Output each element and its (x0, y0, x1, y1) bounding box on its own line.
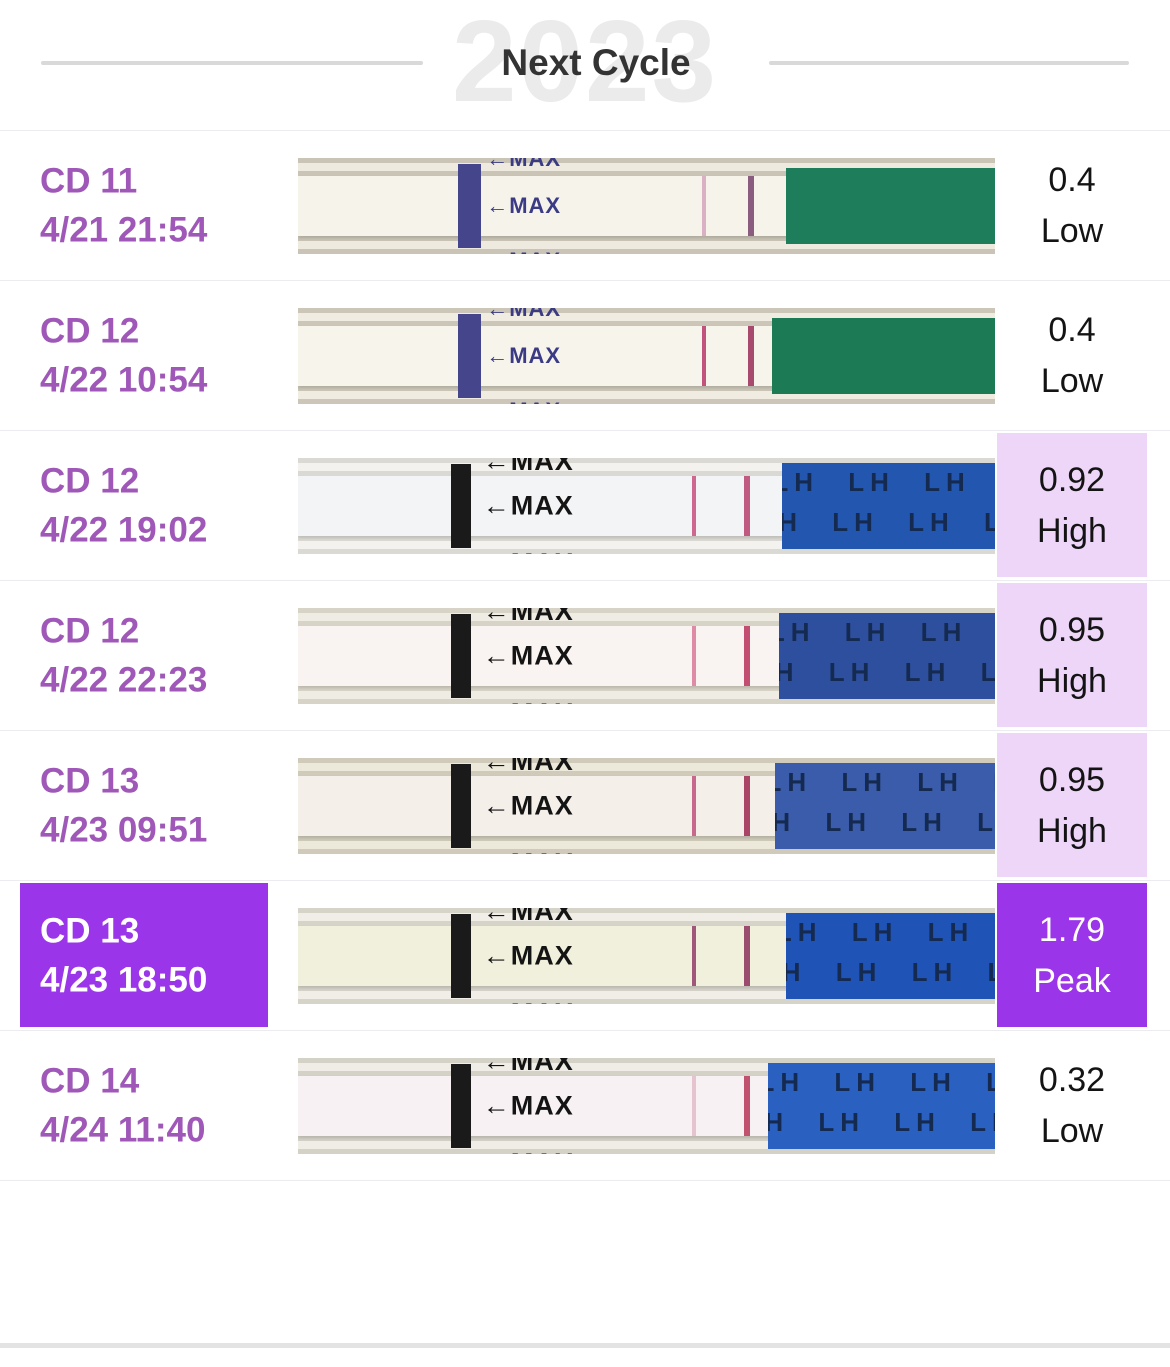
result-badge: 0.4 Low (997, 131, 1147, 280)
lh-level-label: Low (1040, 212, 1104, 250)
divider-line-right (768, 61, 1129, 65)
peak-highlight-panel (20, 883, 268, 1027)
test-entry-row[interactable]: CD 13 4/23 09:51 ←MAX←MAX←MAXLH LH LH LH… (0, 731, 1170, 881)
lh-level-label: High (1037, 511, 1107, 550)
test-entry-row[interactable]: CD 12 4/22 19:02 ←MAX←MAX←MAXLH LH LH LH… (0, 431, 1170, 581)
lh-level-label: High (1037, 811, 1107, 850)
section-title-row: Next Cycle (0, 42, 1170, 84)
test-datetime: 4/22 22:23 (40, 660, 208, 700)
cycle-day-label: CD 13 4/23 18:50 (40, 906, 207, 1005)
cycle-day: CD 14 (40, 1060, 140, 1100)
section-title: Next Cycle (501, 42, 691, 83)
cycle-day-label: CD 14 4/24 11:40 (40, 1056, 205, 1155)
year-watermark: 2023 (451, 0, 719, 126)
lh-level-label: Low (1040, 1112, 1104, 1150)
lh-ratio-value: 0.32 (1038, 1061, 1106, 1099)
lh-ratio-value: 1.79 (1038, 910, 1106, 949)
test-datetime: 4/22 19:02 (40, 510, 208, 550)
test-datetime: 4/24 11:40 (40, 1110, 206, 1150)
test-datetime: 4/21 21:54 (40, 210, 208, 250)
cycle-day: CD 13 (40, 760, 140, 800)
result-badge-high: 0.95 High (997, 583, 1147, 727)
test-datetime: 4/22 10:54 (40, 360, 208, 400)
test-entry-row[interactable]: CD 12 4/22 10:54 ←MAX←MAX←MAX 0.4 Low (0, 281, 1170, 431)
cycle-day: CD 11 (40, 160, 138, 200)
lh-ratio-value: 0.4 (1048, 161, 1096, 199)
test-strip-photo: ←MAX←MAX←MAX (298, 158, 995, 254)
cycle-day-label: CD 12 4/22 19:02 (40, 456, 207, 555)
cycle-day: CD 12 (40, 610, 140, 650)
cycle-day: CD 12 (40, 460, 140, 500)
result-badge: 0.32 Low (997, 1031, 1147, 1180)
divider-line-left (41, 61, 424, 65)
test-entry-row[interactable]: CD 11 4/21 21:54 ←MAX←MAX←MAX 0.4 Low (0, 131, 1170, 281)
cycle-day-label: CD 12 4/22 22:23 (40, 606, 207, 705)
cycle-day: CD 12 (40, 310, 140, 350)
test-entry-row-peak[interactable]: CD 13 4/23 18:50 ←MAX←MAX←MAXLH LH LH LH… (0, 881, 1170, 1031)
lh-level-label: Peak (1033, 961, 1111, 1000)
bottom-divider-bar (0, 1343, 1170, 1348)
cycle-day-label: CD 13 4/23 09:51 (40, 756, 207, 855)
cycle-day-label: CD 11 4/21 21:54 (40, 156, 207, 255)
test-entry-list: CD 11 4/21 21:54 ←MAX←MAX←MAX 0.4 Low CD… (0, 130, 1170, 1181)
test-entry-row[interactable]: CD 12 4/22 22:23 ←MAX←MAX←MAXLH LH LH LH… (0, 581, 1170, 731)
lh-ratio-value: 0.95 (1038, 610, 1106, 649)
test-strip-photo: ←MAX←MAX←MAX (298, 308, 995, 404)
cycle-day: CD 13 (40, 910, 140, 950)
lh-level-label: Low (1040, 362, 1104, 400)
lh-ratio-value: 0.95 (1038, 760, 1106, 799)
section-header: 2023 Next Cycle (0, 0, 1170, 130)
result-badge-high: 0.92 High (997, 433, 1147, 577)
lh-ratio-value: 0.92 (1038, 460, 1106, 499)
result-badge-high: 0.95 High (997, 733, 1147, 877)
lh-ratio-value: 0.4 (1048, 311, 1096, 349)
test-datetime: 4/23 09:51 (40, 810, 208, 850)
lh-level-label: High (1037, 661, 1107, 700)
result-badge-peak: 1.79 Peak (997, 883, 1147, 1027)
result-badge: 0.4 Low (997, 281, 1147, 430)
test-datetime: 4/23 18:50 (40, 960, 208, 1000)
cycle-day-label: CD 12 4/22 10:54 (40, 306, 207, 405)
test-entry-row[interactable]: CD 14 4/24 11:40 ←MAX←MAX←MAXLH LH LH LH… (0, 1031, 1170, 1181)
